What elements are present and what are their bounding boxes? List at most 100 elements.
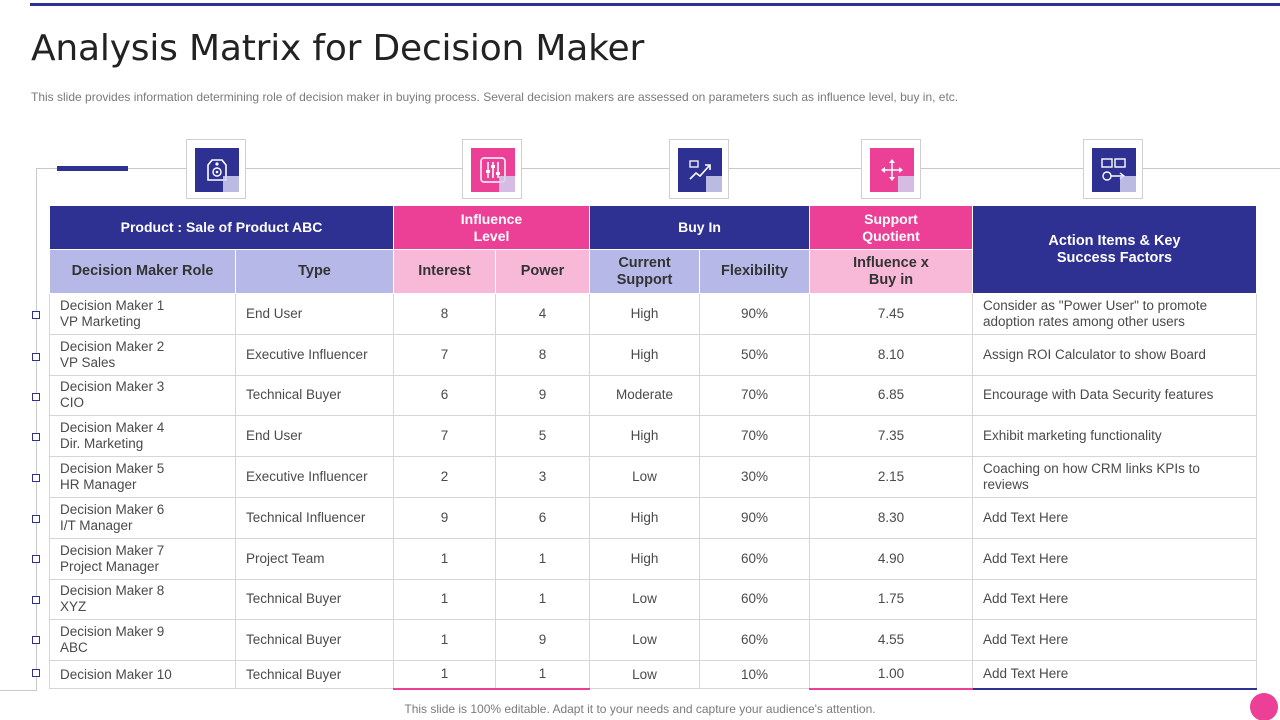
cell-interest: 6 — [393, 374, 496, 417]
cell-influence-x-buyin: 6.85 — [809, 374, 973, 417]
slide-title: Analysis Matrix for Decision Maker — [31, 28, 645, 69]
table-row: Decision Maker 8 XYZ Technical Buyer 1 1 Low… — [49, 578, 1257, 621]
cell-current-support: High — [589, 415, 700, 458]
cell-flexibility: 60% — [699, 578, 810, 621]
cell-current-support: Low — [589, 456, 700, 498]
cell-role: Decision Maker 7 Project Manager — [49, 537, 236, 580]
cell-action: Add Text Here — [972, 619, 1257, 662]
row-marker — [32, 636, 40, 644]
cell-power: 9 — [495, 374, 590, 417]
col-type-header: Type — [235, 249, 394, 294]
col-flexibility-header: Flexibility — [699, 249, 810, 294]
icon-corner-accent — [499, 176, 515, 192]
cell-power: 5 — [495, 415, 590, 458]
cell-interest: 1 — [393, 537, 496, 580]
product-group-header: Product : Sale of Product ABC — [49, 205, 394, 250]
cell-flexibility: 10% — [699, 660, 810, 690]
cell-power: 1 — [495, 537, 590, 580]
cell-type: End User — [235, 293, 394, 335]
row-marker — [32, 669, 40, 677]
cell-influence-x-buyin: 4.90 — [809, 537, 973, 580]
cell-action: Consider as "Power User" to promote adop… — [972, 293, 1257, 335]
strategy-icon-box — [1083, 139, 1143, 199]
cell-interest: 1 — [393, 660, 496, 690]
cell-flexibility: 60% — [699, 537, 810, 580]
cell-power: 1 — [495, 660, 590, 690]
row-marker — [32, 555, 40, 563]
slide-footer: This slide is 100% editable. Adapt it to… — [404, 702, 876, 716]
cell-interest: 7 — [393, 415, 496, 458]
cell-current-support: High — [589, 496, 700, 539]
cell-influence-x-buyin: 4.55 — [809, 619, 973, 662]
cell-influence-x-buyin: 7.35 — [809, 415, 973, 458]
table-row: Decision Maker 4 Dir. Marketing End User 7… — [49, 415, 1257, 458]
table-row: Decision Maker 6 I/T Manager Technical In… — [49, 496, 1257, 539]
col-current-support-header: Current Support — [589, 249, 700, 294]
cell-type: End User — [235, 415, 394, 458]
cell-role: Decision Maker 4 Dir. Marketing — [49, 415, 236, 458]
cell-flexibility: 90% — [699, 496, 810, 539]
table-row: Decision Maker 5 HR Manager Executive Inf… — [49, 456, 1257, 498]
icon-corner-accent — [706, 176, 722, 192]
cell-flexibility: 90% — [699, 293, 810, 335]
row-marker — [32, 353, 40, 361]
cell-role: Decision Maker 1 VP Marketing — [49, 293, 236, 335]
cell-type: Technical Buyer — [235, 374, 394, 417]
cell-influence-x-buyin: 8.30 — [809, 496, 973, 539]
col-interest-header: Interest — [393, 249, 496, 294]
cell-type: Technical Buyer — [235, 660, 394, 690]
cell-influence-x-buyin: 8.10 — [809, 333, 973, 376]
cell-power: 1 — [495, 578, 590, 621]
decision-matrix-table: Product : Sale of Product ABC Influence … — [49, 205, 1257, 690]
price-tag-icon-box — [186, 139, 246, 199]
cell-interest: 2 — [393, 456, 496, 498]
cell-role: Decision Maker 8 XYZ — [49, 578, 236, 621]
handshake-icon-box — [669, 139, 729, 199]
cell-current-support: Low — [589, 578, 700, 621]
support-quotient-group-header: Support Quotient — [809, 205, 973, 250]
cell-role: Decision Maker 9 ABC — [49, 619, 236, 662]
cell-type: Technical Influencer — [235, 496, 394, 539]
cell-interest: 7 — [393, 333, 496, 376]
cell-type: Executive Influencer — [235, 333, 394, 376]
cell-current-support: High — [589, 293, 700, 335]
cell-current-support: Moderate — [589, 374, 700, 417]
row-marker — [32, 433, 40, 441]
cell-current-support: Low — [589, 660, 700, 690]
cell-role: Decision Maker 6 I/T Manager — [49, 496, 236, 539]
cell-action: Encourage with Data Security features — [972, 374, 1257, 417]
icon-corner-accent — [223, 176, 239, 192]
equalizer-icon-box — [462, 139, 522, 199]
cell-role: Decision Maker 10 — [49, 660, 236, 690]
cell-power: 8 — [495, 333, 590, 376]
cell-interest: 1 — [393, 619, 496, 662]
cell-flexibility: 30% — [699, 456, 810, 498]
col-role-header: Decision Maker Role — [49, 249, 236, 294]
col-influence-x-buyin-header: Influence x Buy in — [809, 249, 973, 294]
table-row: Decision Maker 10 Technical Buyer 1 1 Low 10%… — [49, 660, 1257, 690]
connector-line-vertical — [36, 168, 37, 690]
cell-current-support: High — [589, 333, 700, 376]
accent-bar — [57, 166, 128, 171]
action-items-header: Action Items & Key Success Factors — [972, 205, 1257, 294]
row-marker — [32, 393, 40, 401]
top-accent-rule — [30, 3, 1280, 6]
table-row: Decision Maker 1 VP Marketing End User 8 4 H… — [49, 293, 1257, 335]
col-power-header: Power — [495, 249, 590, 294]
cell-interest: 8 — [393, 293, 496, 335]
influence-level-group-header: Influence Level — [393, 205, 590, 250]
cell-power: 6 — [495, 496, 590, 539]
cell-action: Assign ROI Calculator to show Board — [972, 333, 1257, 376]
cell-action: Coaching on how CRM links KPIs to review… — [972, 456, 1257, 498]
icon-corner-accent — [898, 176, 914, 192]
cell-type: Technical Buyer — [235, 578, 394, 621]
slide-subtitle: This slide provides information determin… — [31, 90, 959, 104]
cell-current-support: Low — [589, 619, 700, 662]
cell-action: Add Text Here — [972, 537, 1257, 580]
cell-action: Add Text Here — [972, 496, 1257, 539]
cell-flexibility: 60% — [699, 619, 810, 662]
cell-action: Add Text Here — [972, 578, 1257, 621]
cell-type: Project Team — [235, 537, 394, 580]
table-row: Decision Maker 7 Project Manager Project … — [49, 537, 1257, 580]
cell-influence-x-buyin: 7.45 — [809, 293, 973, 335]
